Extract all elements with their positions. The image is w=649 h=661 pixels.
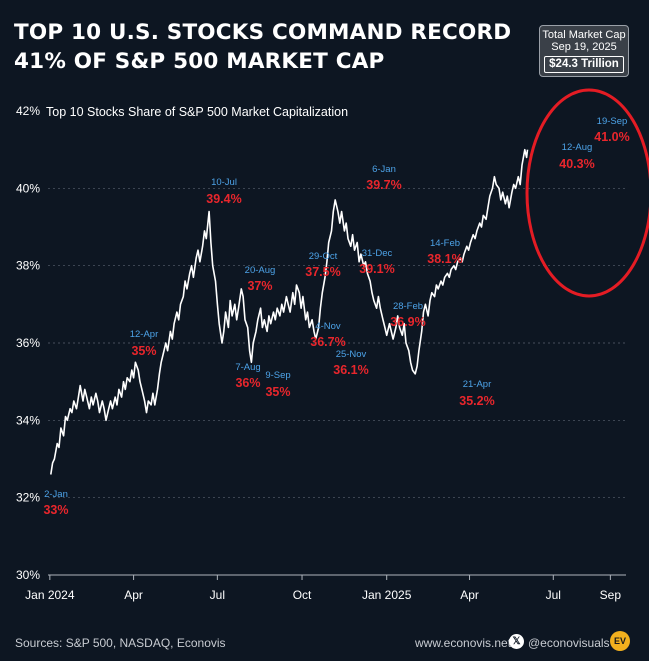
x-tick-label: Jan 2024 <box>25 588 75 602</box>
footer-website[interactable]: www.econovis.net <box>415 636 512 650</box>
page-title: TOP 10 U.S. STOCKS COMMAND RECORD 41% OF… <box>14 18 511 76</box>
x-logo-icon[interactable]: 𝕏 <box>509 634 524 649</box>
footer: Sources: S&P 500, NASDAQ, Econovis www.e… <box>15 631 634 656</box>
annotation-date: 28-Feb <box>393 301 423 312</box>
annotation-value: 38.1% <box>427 252 462 266</box>
annotation-date: 9-Sep <box>265 370 290 381</box>
annotation-value: 39.7% <box>366 178 401 192</box>
annotation-value: 36% <box>235 376 260 390</box>
annotation-value: 37% <box>247 279 272 293</box>
y-tick-label: 30% <box>16 568 40 582</box>
annotation-date: 14-Feb <box>430 238 460 249</box>
market-cap-label: Total Market Cap <box>542 29 626 41</box>
series-line-top10-share <box>50 148 529 475</box>
annotation-value: 41.0% <box>594 130 629 144</box>
annotation-value: 33% <box>43 503 68 517</box>
x-tick-label: Apr <box>460 588 479 602</box>
x-tick-label: Jul <box>210 588 225 602</box>
annotation-date: 2-Jan <box>44 489 68 500</box>
annotation-date: 7-Aug <box>235 362 260 373</box>
annotation-date: 6-Jan <box>372 164 396 175</box>
footer-handle[interactable]: @econovisuals <box>528 636 610 650</box>
annotation-layer: 2-Jan 33% 12-Apr 35% 10-Jul 39.4% 7-Aug 36% 20-A… <box>43 116 629 517</box>
annotation-value: 36.1% <box>333 363 368 377</box>
x-tick-label: Jan 2025 <box>362 588 412 602</box>
annotation-value: 39.4% <box>206 192 241 206</box>
annotation-date: 19-Sep <box>597 116 628 127</box>
line-layer <box>50 148 529 475</box>
annotation-value: 35% <box>131 344 156 358</box>
y-tick-label: 32% <box>16 491 40 505</box>
x-tick-label: Jul <box>546 588 561 602</box>
annotation-value: 39.1% <box>359 262 394 276</box>
annotation-value: 35% <box>265 385 290 399</box>
title-line-2: 41% OF S&P 500 MARKET CAP <box>14 49 385 74</box>
annotation-date: 21-Apr <box>463 379 492 390</box>
footer-sources: Sources: S&P 500, NASDAQ, Econovis <box>15 636 226 650</box>
grid-layer: 30% 32% 34% 36% 38% 40% 42% Jan 2024 Apr Jul Oct Ja… <box>16 104 626 602</box>
annotation-date: 12-Apr <box>130 329 159 340</box>
annotation-date: 25-Nov <box>336 349 367 360</box>
market-cap-box: Total Market Cap Sep 19, 2025 $24.3 Tril… <box>539 25 629 77</box>
y-tick-label: 36% <box>16 336 40 350</box>
y-tick-label: 34% <box>16 413 40 427</box>
annotation-date: 4-Nov <box>315 321 341 332</box>
annotation-date: 31-Dec <box>362 248 393 259</box>
annotation-value: 37.5% <box>305 265 340 279</box>
annotation-value: 36.7% <box>310 335 345 349</box>
y-tick-label: 40% <box>16 181 40 195</box>
title-line-1: TOP 10 U.S. STOCKS COMMAND RECORD <box>14 20 512 45</box>
chart-subtitle: Top 10 Stocks Share of S&P 500 Market Ca… <box>46 105 348 119</box>
y-tick-label: 38% <box>16 259 40 273</box>
brand-logo-icon: EV <box>610 631 630 651</box>
x-tick-label: Apr <box>124 588 143 602</box>
y-tick-label: 42% <box>16 104 40 118</box>
x-tick-label: Sep <box>600 588 622 602</box>
annotation-date: 20-Aug <box>245 265 276 276</box>
annotation-value: 35.2% <box>459 394 494 408</box>
annotation-value: 36.9% <box>390 315 425 329</box>
annotation-value: 40.3% <box>559 157 594 171</box>
highlight-ellipse <box>525 88 649 298</box>
annotation-date: 29-Oct <box>309 251 338 262</box>
annotation-date: 10-Jul <box>211 177 237 188</box>
annotation-date: 12-Aug <box>562 142 593 153</box>
market-cap-value: $24.3 Trillion <box>544 56 624 73</box>
x-tick-label: Oct <box>293 588 312 602</box>
market-cap-date: Sep 19, 2025 <box>551 41 617 53</box>
